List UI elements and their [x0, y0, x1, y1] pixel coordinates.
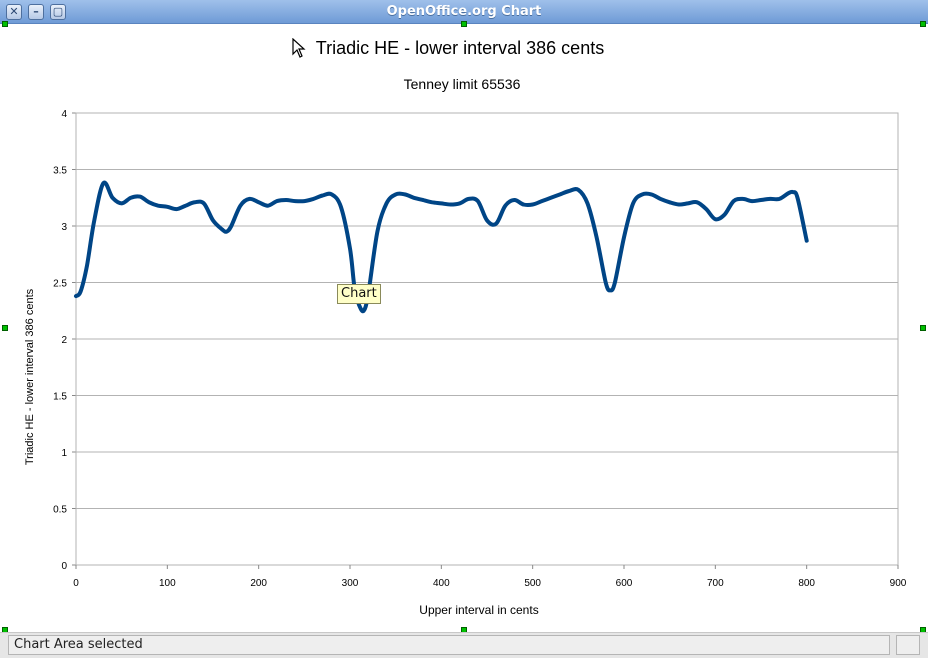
close-button[interactable]: ✕ [6, 4, 22, 20]
chart-axes [72, 112, 899, 569]
x-tick-label: 100 [159, 578, 176, 589]
chart-grid [76, 112, 898, 566]
y-tick-labels: 0 0.5 1 1.5 2 2.5 3 3.5 4 [53, 109, 67, 572]
x-tick-label: 300 [342, 578, 359, 589]
chart-area[interactable]: Triadic HE - lower interval 386 cents Te… [2, 24, 926, 632]
y-tick-label: 3.5 [53, 166, 67, 177]
plot-frame [75, 112, 899, 566]
x-axis-label: Upper interval in cents [419, 603, 538, 617]
status-text: Chart Area selected [8, 635, 890, 655]
status-bar: Chart Area selected [0, 632, 928, 658]
x-tick-label: 700 [707, 578, 724, 589]
series-line[interactable] [74, 180, 809, 314]
y-tick-label: 0 [61, 561, 67, 572]
chart-svg[interactable]: Triadic HE - lower interval 386 cents Te… [2, 24, 926, 632]
x-tick-labels: 0 100 200 300 400 500 600 700 800 900 [73, 578, 907, 589]
chart-series[interactable] [74, 180, 809, 314]
y-tick-label: 4 [61, 109, 67, 120]
maximize-button[interactable]: ▢ [50, 4, 66, 20]
selection-handle-left[interactable] [2, 325, 8, 331]
selection-handle-top[interactable] [461, 21, 467, 27]
x-tick-label: 800 [798, 578, 815, 589]
y-tick-label: 2 [61, 335, 67, 346]
close-icon: ✕ [9, 5, 19, 18]
x-tick-label: 900 [890, 578, 907, 589]
chart-subtitle: Tenney limit 65536 [404, 76, 521, 92]
chart-title: Triadic HE - lower interval 386 cents [316, 38, 604, 58]
window-titlebar[interactable]: OpenOffice.org Chart ✕ – ▢ [0, 0, 928, 24]
chart-tooltip: Chart [337, 284, 381, 304]
window-title: OpenOffice.org Chart [386, 4, 542, 19]
x-tick-label: 200 [250, 578, 267, 589]
status-secondary-cell [896, 635, 920, 655]
y-axis-label: Triadic HE - lower interval 386 cents [24, 288, 36, 465]
minimize-icon: – [33, 5, 39, 18]
x-tick-label: 0 [73, 578, 79, 589]
selection-handle-right[interactable] [920, 325, 926, 331]
x-tick-label: 600 [616, 578, 633, 589]
y-tick-label: 1.5 [53, 392, 67, 403]
y-tick-label: 1 [61, 448, 67, 459]
minimize-button[interactable]: – [28, 4, 44, 20]
x-tick-label: 500 [524, 578, 541, 589]
maximize-icon: ▢ [52, 5, 64, 18]
y-tick-label: 3 [61, 222, 67, 233]
x-tick-label: 400 [433, 578, 450, 589]
mouse-cursor-icon [292, 38, 306, 58]
y-tick-label: 0.5 [53, 505, 67, 516]
selection-handle-top-left[interactable] [2, 21, 8, 27]
y-tick-label: 2.5 [53, 279, 67, 290]
selection-handle-top-right[interactable] [920, 21, 926, 27]
